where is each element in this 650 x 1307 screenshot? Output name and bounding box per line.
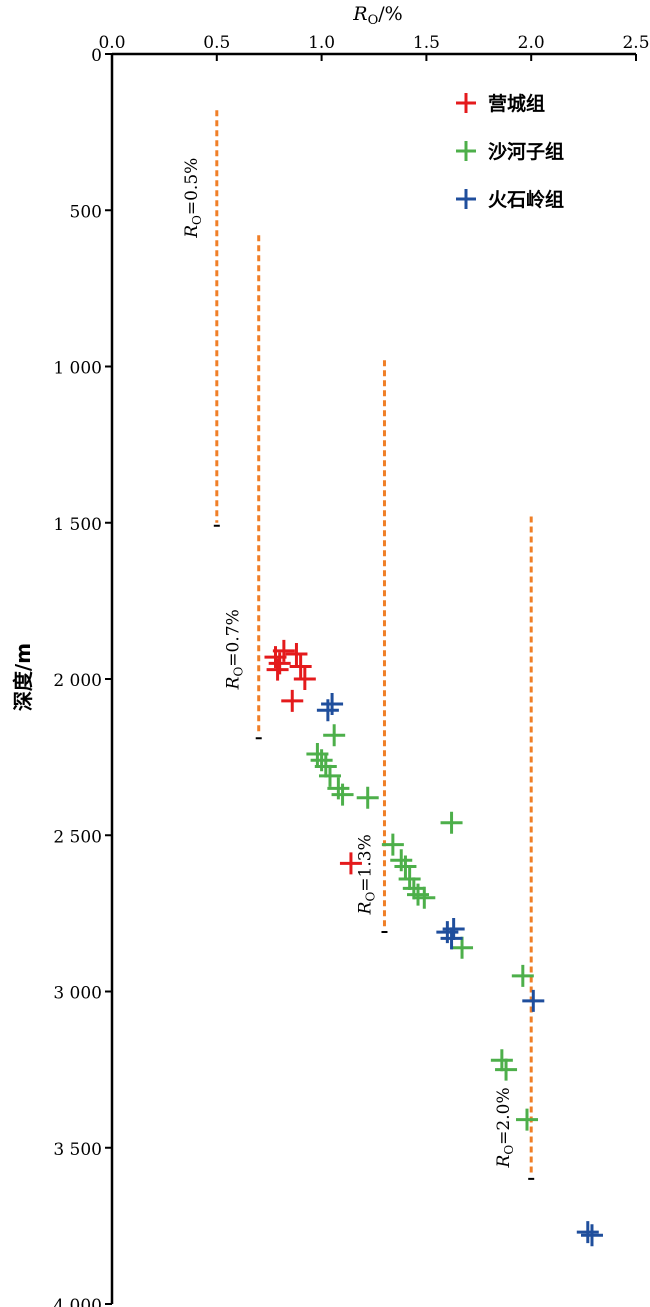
- data-point: [394, 855, 417, 878]
- y-tick-label: 3 500: [53, 1140, 102, 1160]
- x-tick-label: 1.0: [308, 33, 335, 53]
- y-tick-label: 4 000: [53, 1296, 102, 1307]
- reference-line-label: RO=2.0%: [494, 1087, 516, 1168]
- data-point: [413, 886, 436, 909]
- data-point: [516, 1108, 539, 1131]
- legend-label: 沙河子组: [488, 140, 564, 163]
- data-point: [293, 668, 316, 690]
- data-point: [266, 658, 289, 681]
- data-point: [281, 689, 304, 712]
- data-point: [323, 724, 346, 747]
- data-point: [495, 1058, 518, 1081]
- data-point: [440, 811, 463, 834]
- y-tick-label: 0: [91, 46, 102, 66]
- x-tick-label: 2.5: [622, 33, 649, 53]
- data-point: [318, 764, 341, 787]
- data-point: [580, 1224, 603, 1247]
- x-tick-label: 2.0: [518, 33, 545, 53]
- data-point: [490, 1049, 513, 1072]
- y-tick-label: 3 000: [53, 984, 102, 1004]
- data-point: [356, 786, 379, 809]
- legend-item: 火石岭组: [456, 188, 564, 211]
- x-tick-label: 0.0: [98, 33, 125, 53]
- reference-lines: RO=0.5% RO=0.7% RO=1.3% RO=2.0%: [182, 110, 535, 1180]
- reference-line-label: RO=1.3%: [355, 834, 377, 915]
- axes: 0.0 0.5 1.0 1.5 2.0 2.5 0 500 1 000 1 500 2 000 2 5…: [11, 3, 650, 1307]
- y-axis-title: 深度/m: [11, 643, 35, 711]
- reference-line-label: RO=0.5%: [182, 158, 204, 239]
- x-tick-label: 1.5: [413, 33, 440, 53]
- legend-label: 营城组: [488, 92, 545, 115]
- data-point: [398, 868, 421, 890]
- legend-item: 沙河子组: [456, 140, 564, 163]
- data-point: [339, 852, 362, 875]
- y-tick-label: 2 500: [53, 827, 102, 847]
- y-tick-label: 1 500: [53, 515, 102, 535]
- legend-item: 营城组: [456, 92, 545, 115]
- data-point: [511, 964, 534, 987]
- data-point: [331, 783, 354, 806]
- y-tick-label: 500: [70, 202, 102, 222]
- data-point: [440, 927, 463, 950]
- data-point: [321, 693, 344, 715]
- data-point: [285, 643, 308, 665]
- data-point: [381, 833, 404, 856]
- data-point: [522, 989, 545, 1012]
- x-tick-label: 0.5: [203, 33, 230, 53]
- y-tick-label: 1 000: [53, 359, 102, 379]
- data-points: [264, 639, 603, 1247]
- y-tick-label: 2 000: [53, 671, 102, 691]
- data-point: [289, 655, 312, 678]
- x-axis-title: RO/%: [352, 3, 402, 28]
- data-point: [451, 936, 474, 959]
- reference-line-label: RO=0.7%: [224, 609, 246, 690]
- legend-label: 火石岭组: [488, 188, 564, 211]
- data-point: [272, 639, 295, 662]
- data-point: [442, 918, 465, 940]
- data-point: [314, 755, 337, 778]
- data-point: [576, 1221, 599, 1244]
